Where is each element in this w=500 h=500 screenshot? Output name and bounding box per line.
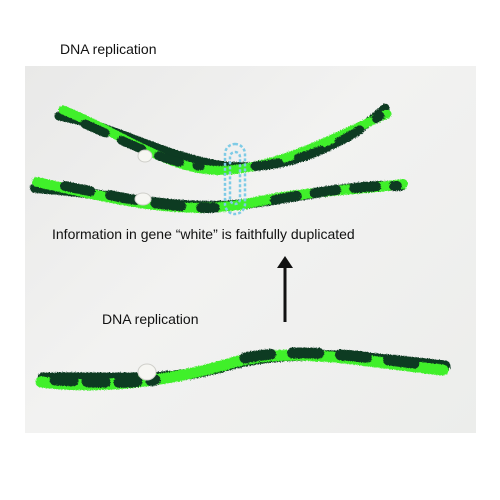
duplicated-dna-pair xyxy=(30,177,408,213)
dna-model-illustration xyxy=(30,103,451,391)
original-dna-pair xyxy=(35,347,451,391)
bead-marker xyxy=(134,192,152,206)
bead-marker xyxy=(137,363,157,381)
upper-dna-pair xyxy=(54,103,392,176)
paperclip-icon xyxy=(223,142,247,216)
replication-caption: Information in gene “white” is faithfull… xyxy=(52,226,355,242)
page-title: DNA replication xyxy=(60,41,157,57)
pipe-cleaner-dna-photo xyxy=(25,66,476,433)
lower-replication-label: DNA replication xyxy=(102,311,199,327)
bead-marker xyxy=(137,149,153,163)
arrow-up-icon xyxy=(277,256,293,322)
